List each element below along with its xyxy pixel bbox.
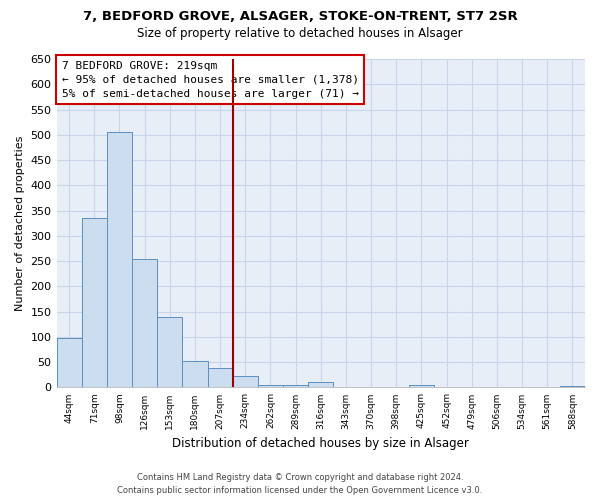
Bar: [409, 385, 434, 388]
Bar: [56, 338, 82, 388]
Bar: [233, 376, 258, 388]
Bar: [82, 218, 107, 388]
Text: 7, BEDFORD GROVE, ALSAGER, STOKE-ON-TRENT, ST7 2SR: 7, BEDFORD GROVE, ALSAGER, STOKE-ON-TREN…: [83, 10, 517, 23]
Bar: [107, 132, 132, 388]
X-axis label: Distribution of detached houses by size in Alsager: Distribution of detached houses by size …: [172, 437, 469, 450]
Bar: [132, 258, 157, 388]
Bar: [560, 386, 585, 388]
Bar: [182, 360, 208, 388]
Text: 7 BEDFORD GROVE: 219sqm
← 95% of detached houses are smaller (1,378)
5% of semi-: 7 BEDFORD GROVE: 219sqm ← 95% of detache…: [62, 60, 359, 98]
Bar: [258, 385, 283, 388]
Text: Size of property relative to detached houses in Alsager: Size of property relative to detached ho…: [137, 28, 463, 40]
Bar: [157, 316, 182, 388]
Bar: [208, 368, 233, 388]
Text: Contains HM Land Registry data © Crown copyright and database right 2024.
Contai: Contains HM Land Registry data © Crown c…: [118, 473, 482, 495]
Bar: [308, 382, 334, 388]
Y-axis label: Number of detached properties: Number of detached properties: [15, 136, 25, 311]
Bar: [283, 385, 308, 388]
